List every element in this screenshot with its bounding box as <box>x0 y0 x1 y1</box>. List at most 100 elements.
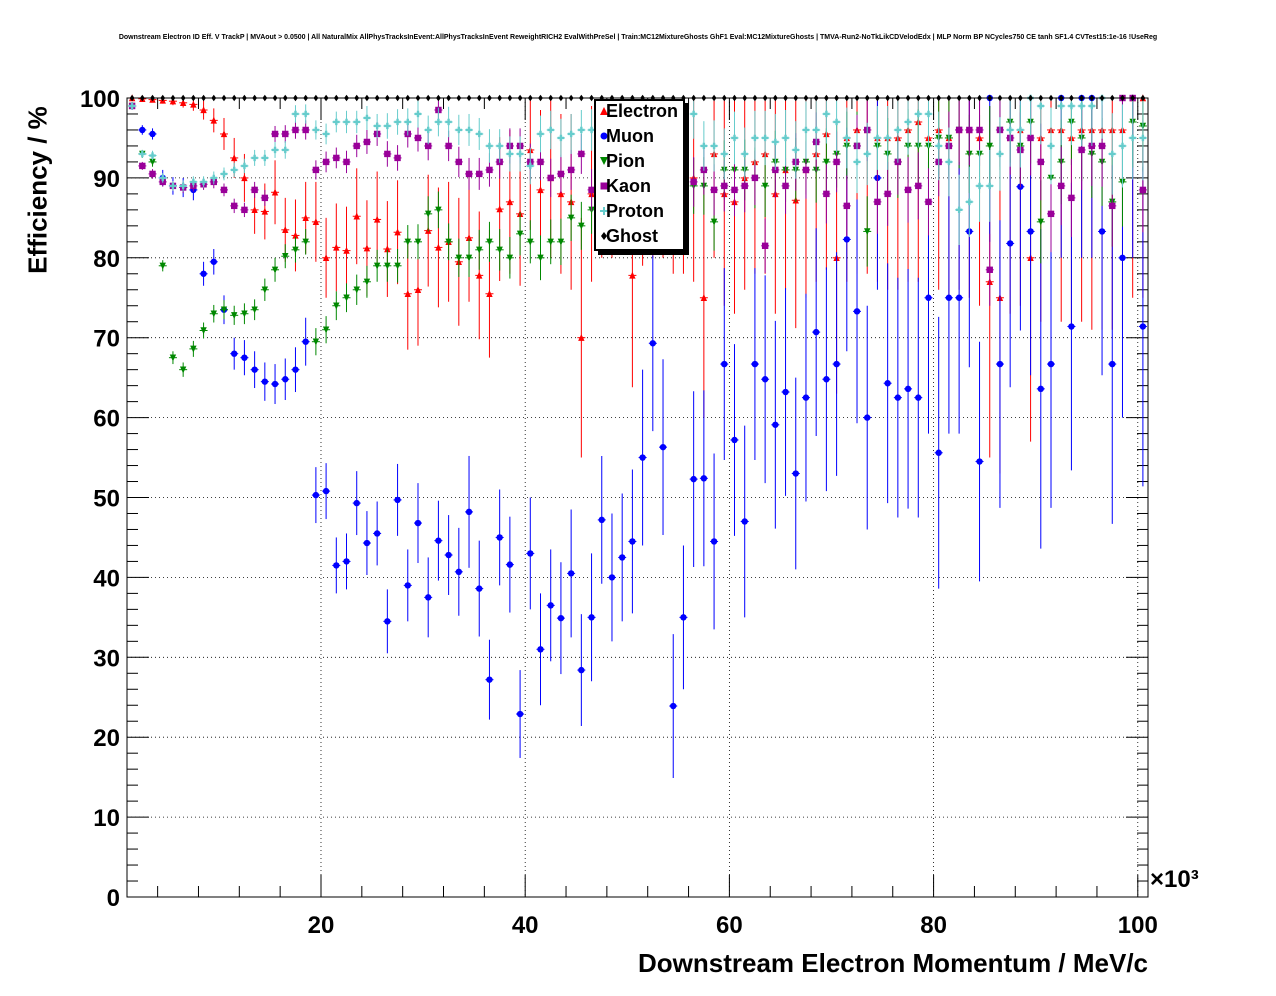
proton-point <box>476 130 483 138</box>
kaon-point <box>363 138 371 146</box>
muon-point <box>904 385 912 393</box>
pion-point <box>496 246 503 254</box>
muon-point <box>506 561 514 568</box>
pion-point <box>251 306 258 314</box>
ghost-point <box>354 94 360 102</box>
y-tick-label: 0 <box>107 885 120 912</box>
kaon-point <box>782 182 789 190</box>
ghost-point <box>252 94 258 102</box>
proton-point <box>904 118 912 126</box>
muon-point <box>639 454 646 461</box>
pion-point <box>435 206 442 214</box>
proton-point <box>435 118 442 126</box>
kaon-point <box>1109 202 1116 210</box>
muon-point <box>1006 240 1014 247</box>
proton-point <box>588 126 595 134</box>
muon-point <box>680 614 687 621</box>
kaon-point <box>1037 158 1044 166</box>
proton-point <box>322 130 330 138</box>
x-tick-label: 60 <box>716 912 743 939</box>
proton-point <box>261 154 269 162</box>
ghost-point <box>456 94 462 102</box>
electron-point <box>353 212 360 220</box>
ghost-point <box>344 94 349 102</box>
proton-point <box>741 150 748 158</box>
muon-point <box>823 376 830 383</box>
proton-point <box>516 150 524 158</box>
ghost-point <box>139 94 145 102</box>
ghost-point <box>160 94 166 102</box>
electron-point <box>251 206 258 214</box>
proton-point <box>527 162 534 170</box>
pion-point <box>384 262 391 270</box>
legend-marker-ghost <box>601 232 607 240</box>
pion-point <box>455 254 463 262</box>
proton-point <box>782 134 789 142</box>
pion-point <box>169 354 177 362</box>
muon-point <box>955 294 963 301</box>
x-tick-label: 40 <box>512 912 539 939</box>
kaon-point <box>904 186 912 194</box>
muon-point <box>394 496 401 504</box>
muon-point <box>1068 323 1075 330</box>
muon-point <box>884 380 891 387</box>
ghost-point <box>1058 94 1064 102</box>
chart-title: Downstream Electron ID Eff. V TrackP | M… <box>118 34 1158 41</box>
ghost-point <box>221 94 227 102</box>
proton-point <box>925 110 932 118</box>
pion-point <box>149 158 156 166</box>
proton-point <box>792 146 799 154</box>
pion-point <box>1037 218 1044 226</box>
muon-point <box>670 702 677 710</box>
muon-point <box>812 328 820 336</box>
kaon-point <box>292 126 299 134</box>
muon-point <box>659 443 667 451</box>
ghost-point <box>772 94 778 102</box>
muon-point <box>343 558 350 565</box>
proton-point <box>1006 126 1014 134</box>
muon-point <box>333 562 340 569</box>
kaon-point <box>578 150 585 158</box>
proton-point <box>251 154 258 162</box>
proton-point <box>567 130 575 138</box>
electron-point <box>373 215 381 223</box>
ghost-point <box>272 94 278 102</box>
proton-point <box>302 110 309 118</box>
pion-point <box>302 238 309 246</box>
muon-point <box>567 570 575 577</box>
pion-point <box>986 142 993 150</box>
electron-point <box>629 271 636 279</box>
muon-point <box>1139 323 1147 330</box>
kaon-point <box>976 126 983 134</box>
proton-point <box>149 152 156 159</box>
kaon-point <box>261 194 269 202</box>
muon-point <box>618 554 626 561</box>
proton-point <box>373 122 381 130</box>
kaon-point <box>384 150 391 158</box>
ghost-point <box>1048 94 1054 102</box>
proton-point <box>710 142 718 150</box>
electron-point <box>200 106 207 114</box>
kaon-point <box>557 170 565 178</box>
proton-point <box>445 118 452 126</box>
ghost-point <box>946 94 952 102</box>
muon-point <box>761 376 769 383</box>
kaon-point <box>231 202 238 210</box>
muon-point <box>598 516 605 524</box>
proton-point <box>884 134 891 142</box>
ghost-point <box>211 94 217 102</box>
proton-point <box>700 142 708 150</box>
ghost-point <box>1089 94 1095 102</box>
ghost-point <box>701 94 707 102</box>
ghost-point <box>793 94 799 102</box>
y-tick-label: 80 <box>93 246 120 273</box>
electron-point <box>282 226 289 234</box>
ghost-point <box>415 94 421 102</box>
ghost-point <box>405 94 411 102</box>
legend-entry-ghost: Ghost <box>596 225 683 250</box>
kaon-point <box>1078 146 1085 154</box>
muon-point <box>915 394 922 401</box>
proton-point <box>833 118 840 126</box>
electron-point <box>241 174 248 182</box>
